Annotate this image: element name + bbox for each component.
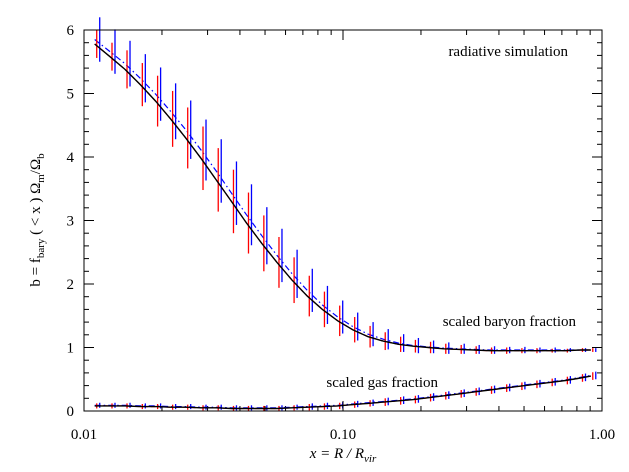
y-axis-label: b = fbary ( < x ) Ωm/Ωb	[28, 153, 47, 287]
baryon-blue-line	[94, 39, 591, 351]
y-tick-label: 0	[67, 404, 75, 420]
annotation-radiative-simulation: radiative simulation	[448, 44, 568, 60]
baryon-black-line	[94, 43, 591, 352]
x-axis-label: x = R / Rvir	[309, 446, 377, 465]
y-tick-label: 1	[67, 341, 75, 357]
y-tick-labels: 0 1 2 3 4 5 6	[67, 23, 75, 420]
y-tick-label: 3	[67, 214, 75, 230]
plot-area	[83, 17, 603, 412]
x-tick-label: 0.10	[330, 427, 356, 443]
y-tick-label: 2	[67, 277, 75, 293]
x-tick-label: 0.01	[71, 427, 97, 443]
series-group-baryon	[94, 17, 597, 354]
plot-frame	[83, 29, 603, 412]
series-group-gas	[94, 371, 597, 411]
y-tick-label: 6	[67, 23, 75, 39]
major-ticks	[83, 29, 603, 412]
annotation-scaled-baryon-fraction: scaled baryon fraction	[443, 314, 577, 330]
minor-ticks	[84, 30, 602, 411]
x-tick-label: 1.00	[589, 427, 615, 443]
data-layer	[94, 17, 597, 411]
annotation-scaled-gas-fraction: scaled gas fraction	[326, 375, 438, 391]
y-tick-label: 4	[67, 150, 75, 166]
y-tick-label: 5	[67, 87, 75, 103]
gas-black-line	[94, 375, 591, 410]
x-tick-labels: 0.01 0.10 1.00	[71, 427, 615, 443]
